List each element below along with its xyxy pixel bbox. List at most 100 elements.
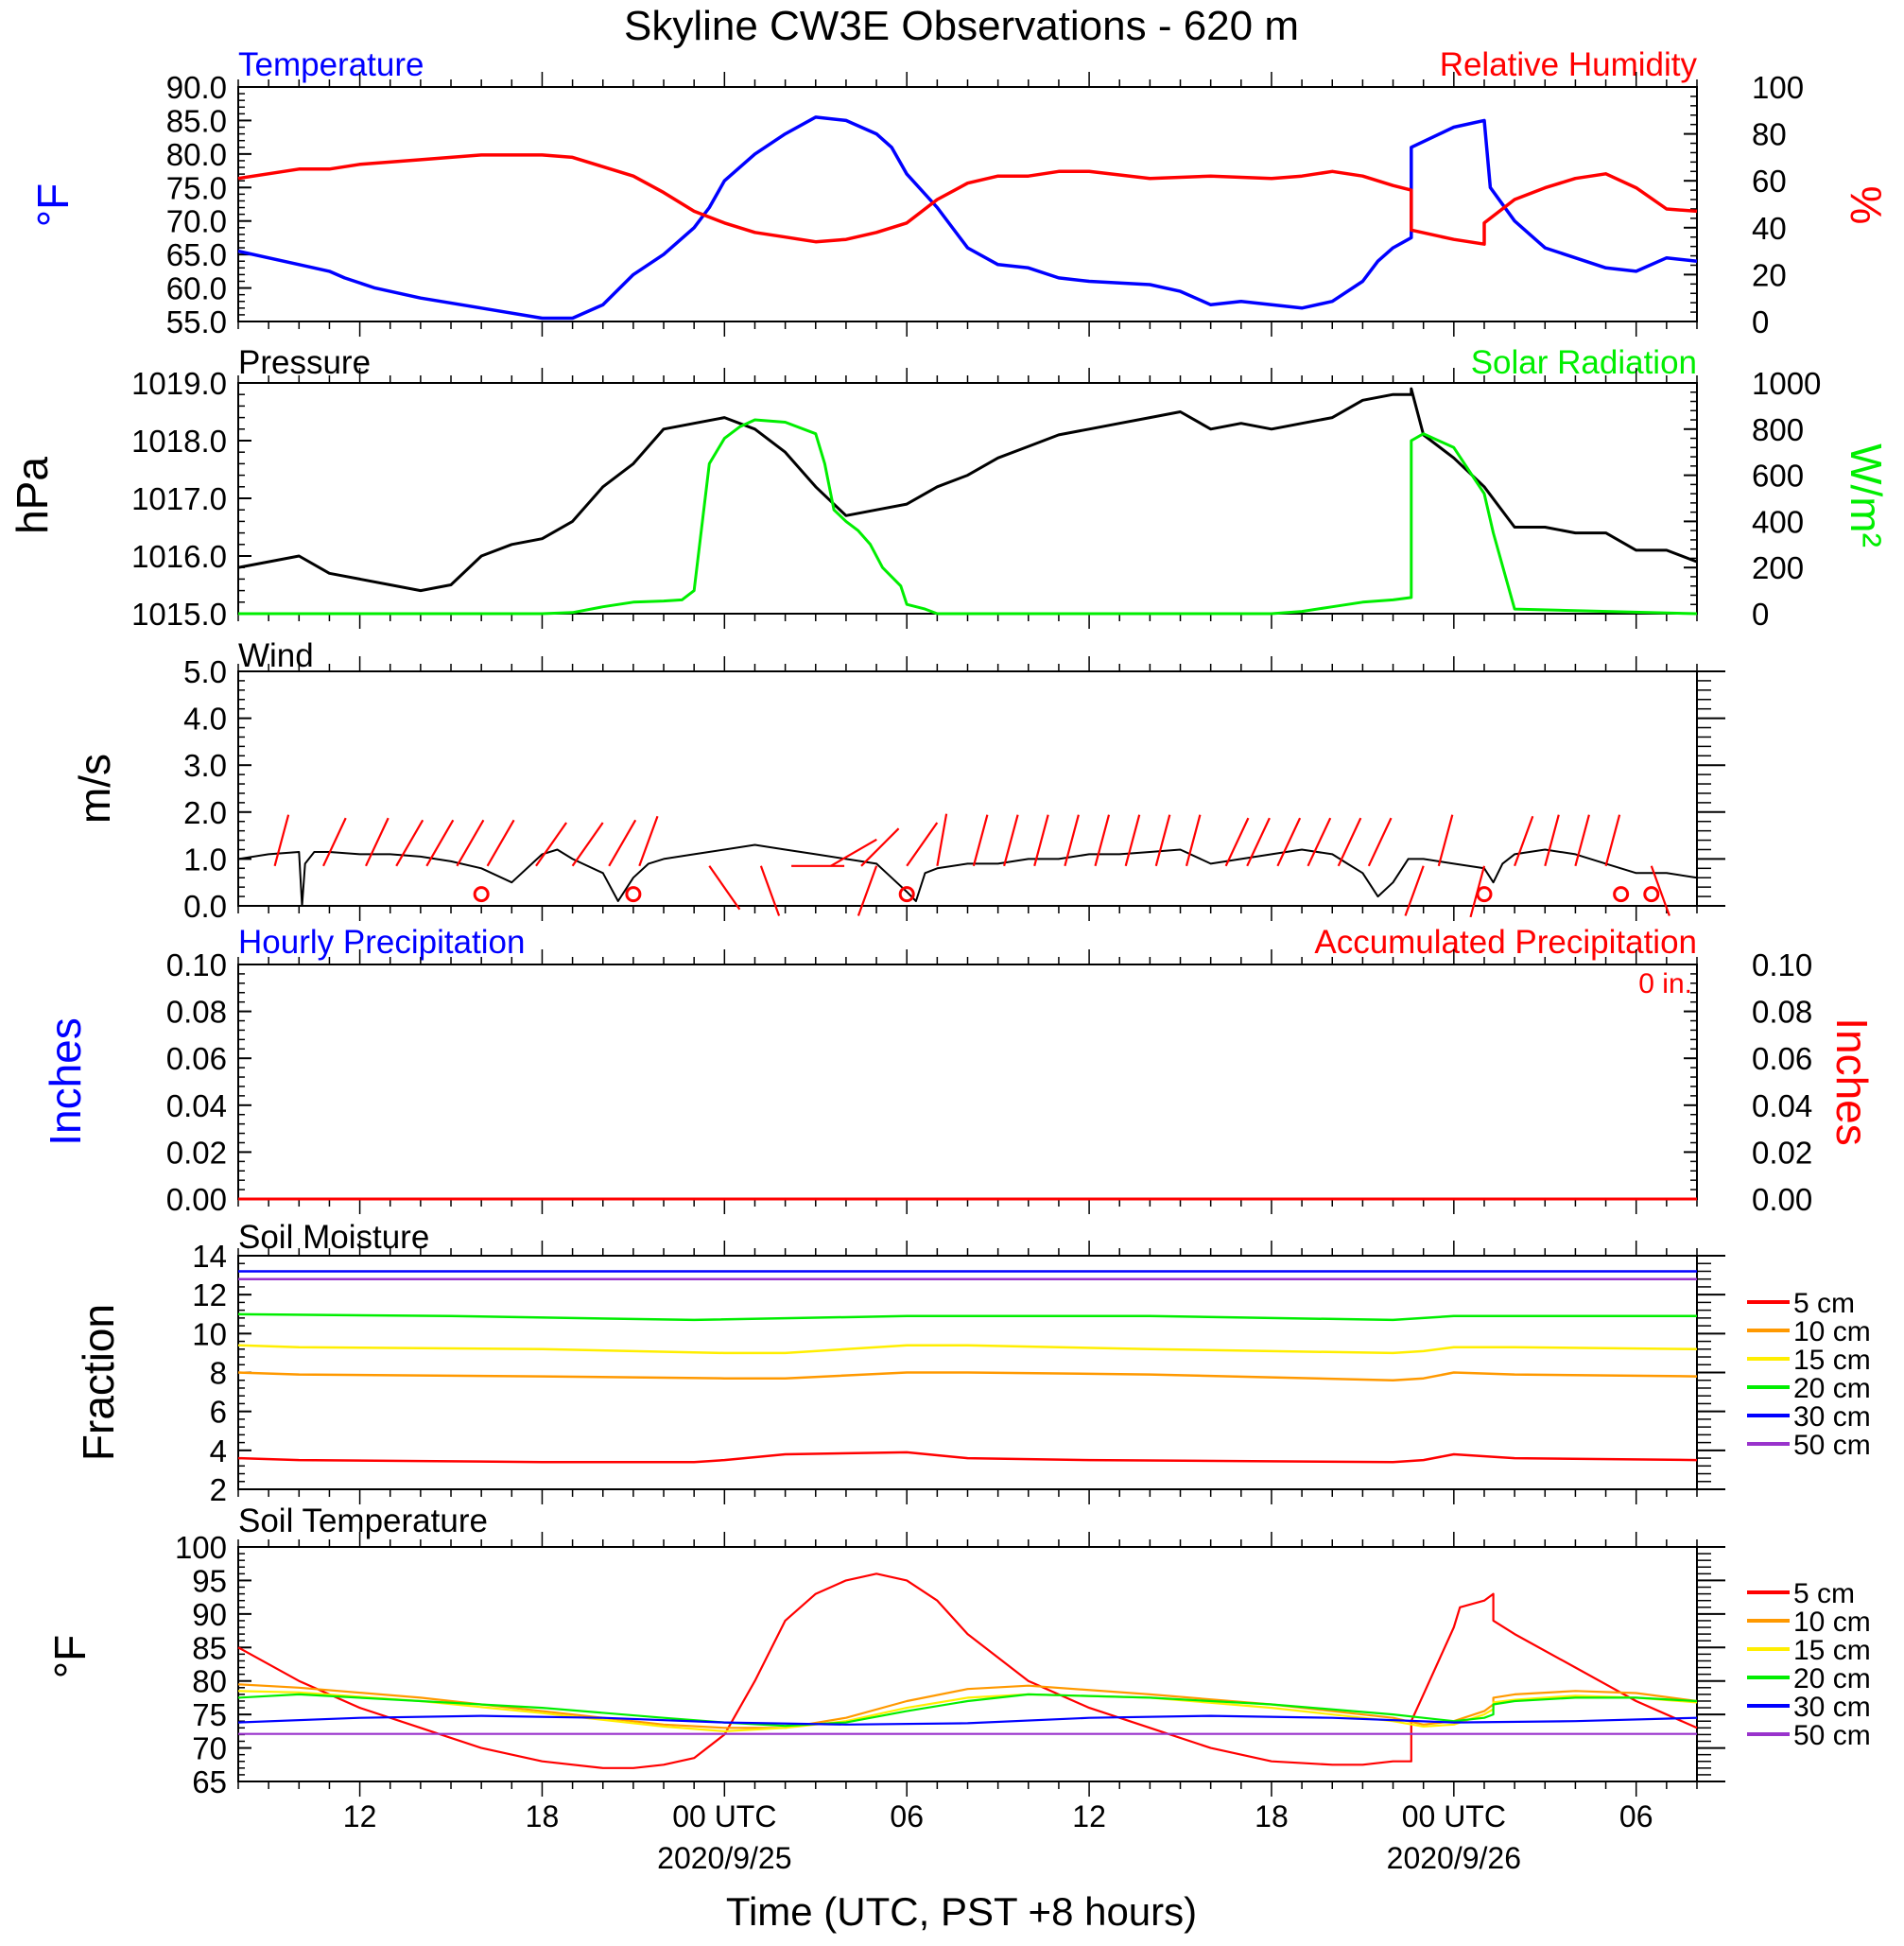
wind-barb [1094, 814, 1111, 867]
y-tick-label-left: 0.00 [166, 1182, 227, 1217]
x-tick-label: 00 UTC [1402, 1799, 1506, 1833]
y-tick-label-right: 0 [1752, 304, 1769, 339]
wind-barb [535, 822, 568, 867]
series-line-soil_moisture-1 [237, 1371, 1698, 1381]
series-line-soil_temperature-1 [237, 1683, 1698, 1729]
y-tick-label-right: 80 [1752, 117, 1787, 152]
x-tick-date-label: 2020/9/26 [1387, 1841, 1521, 1875]
x-tick-label: 06 [890, 1799, 924, 1833]
y-tick-label-right: 0.06 [1752, 1041, 1812, 1076]
wind-barb [830, 838, 877, 867]
wind-barb [857, 865, 878, 916]
y-tick-label-left: 0.08 [166, 995, 227, 1030]
series-line-temperature_rh-0 [237, 115, 1698, 321]
series-line-pressure_solar-1 [238, 418, 1698, 616]
series-line-soil_moisture-2 [237, 1344, 1698, 1355]
series-line-pressure_solar-0 [237, 387, 1698, 593]
wind-barb [1337, 817, 1362, 867]
wind-barb [425, 819, 455, 867]
sm-legend-label-50: 50 cm [1793, 1430, 1871, 1461]
wind-barb [860, 827, 900, 867]
calm-wind-marker [473, 886, 490, 903]
y-tick-label-left: 1018.0 [131, 424, 227, 459]
wind-title: Wind [238, 637, 314, 674]
y-tick-label-left: 4.0 [183, 702, 227, 737]
y-tick-label-right: 40 [1752, 211, 1787, 246]
sm-legend-label-15: 15 cm [1793, 1345, 1871, 1376]
y-tick-label-left: 85 [192, 1630, 227, 1665]
y-tick-label-left: 80.0 [166, 137, 227, 172]
st-legend-label-30: 30 cm [1793, 1692, 1871, 1723]
y-tick-label-left: 1.0 [183, 842, 227, 877]
wind-barb [1276, 817, 1302, 867]
solar-radiation-title: Solar Radiation [1471, 344, 1697, 381]
temperature-title: Temperature [238, 46, 424, 83]
series-line-soil_moisture-0 [237, 1451, 1698, 1464]
temperature-unit: °F [28, 183, 78, 228]
wind-barb [1033, 814, 1049, 867]
y-tick-label-left: 10 [192, 1316, 227, 1351]
wind-barb [1604, 814, 1621, 867]
soil-moisture-legend: 5 cm 10 cm 15 cm 20 cm 30 cm 50 cm [1747, 1288, 1871, 1461]
x-tick-label: 00 UTC [672, 1799, 776, 1833]
st-legend-label-15: 15 cm [1793, 1635, 1871, 1666]
soil-temperature-unit: °F [45, 1635, 95, 1679]
wind-barb [1124, 814, 1141, 867]
y-tick-label-right: 0.00 [1752, 1182, 1812, 1217]
st-legend-label-20: 20 cm [1793, 1663, 1871, 1694]
x-tick-label: 12 [343, 1799, 377, 1833]
y-tick-label-left: 80 [192, 1664, 227, 1699]
wind-barb [365, 817, 389, 867]
series-line-temperature_rh-1 [237, 153, 1698, 246]
series-line-soil_temperature-0 [237, 1572, 1698, 1769]
y-tick-label-left: 60.0 [166, 271, 227, 306]
y-tick-label-left: 6 [210, 1395, 227, 1430]
y-tick-label-right: 400 [1752, 504, 1804, 539]
y-tick-label-right: 1000 [1752, 366, 1821, 401]
wind-barb [322, 817, 347, 867]
wind-barb [638, 815, 659, 867]
pressure-unit: hPa [8, 457, 57, 534]
wind-barb [1064, 814, 1080, 867]
x-tick-label: 18 [1255, 1799, 1289, 1833]
y-tick-label-left: 1016.0 [131, 539, 227, 574]
relative-humidity-title: Relative Humidity [1440, 46, 1698, 83]
wind-barb [1650, 865, 1670, 916]
y-tick-label-left: 12 [192, 1277, 227, 1312]
soil-temperature-legend: 5 cm 10 cm 15 cm 20 cm 30 cm 50 cm [1747, 1578, 1871, 1751]
calm-wind-marker [898, 886, 915, 903]
y-tick-label-left: 0.06 [166, 1041, 227, 1076]
y-tick-label-left: 5.0 [183, 654, 227, 689]
x-tick-date-label: 2020/9/25 [657, 1841, 791, 1875]
y-tick-label-left: 95 [192, 1563, 227, 1598]
wind-barb [395, 819, 424, 867]
st-legend-label-10: 10 cm [1793, 1607, 1871, 1638]
soil-moisture-unit: Fraction [74, 1304, 123, 1461]
y-tick-label-left: 0.0 [183, 889, 227, 924]
y-tick-label-right: 0.10 [1752, 947, 1812, 982]
accumulated-precipitation-title: Accumulated Precipitation [1314, 924, 1697, 961]
y-tick-label-right: 0 [1752, 597, 1769, 632]
sm-legend-label-10: 10 cm [1793, 1316, 1871, 1347]
chart-title: Skyline CW3E Observations - 620 m [624, 3, 1299, 49]
hourly-precipitation-unit: Inches [41, 1017, 90, 1146]
solar-radiation-unit: W/m² [1842, 443, 1891, 547]
x-tick-label: 12 [1072, 1799, 1106, 1833]
wind-barb [608, 819, 637, 867]
y-tick-label-left: 0.10 [166, 947, 227, 982]
st-legend-label-50: 50 cm [1793, 1720, 1871, 1751]
y-tick-label-left: 70.0 [166, 204, 227, 239]
y-tick-label-left: 70 [192, 1731, 227, 1766]
series-line-soil_temperature-3 [237, 1693, 1698, 1728]
y-tick-label-left: 2.0 [183, 795, 227, 830]
sm-legend-label-30: 30 cm [1793, 1401, 1871, 1433]
wind-barb [1514, 815, 1534, 867]
y-tick-label-left: 55.0 [166, 304, 227, 339]
wind-barb [1307, 817, 1332, 867]
wind-barb [486, 819, 515, 867]
sm-legend-label-20: 20 cm [1793, 1373, 1871, 1404]
sm-legend-label-5: 5 cm [1793, 1288, 1855, 1319]
series-line-wind-0 [237, 843, 1698, 907]
wind-barb [1544, 814, 1560, 867]
y-tick-label-right: 200 [1752, 550, 1804, 585]
